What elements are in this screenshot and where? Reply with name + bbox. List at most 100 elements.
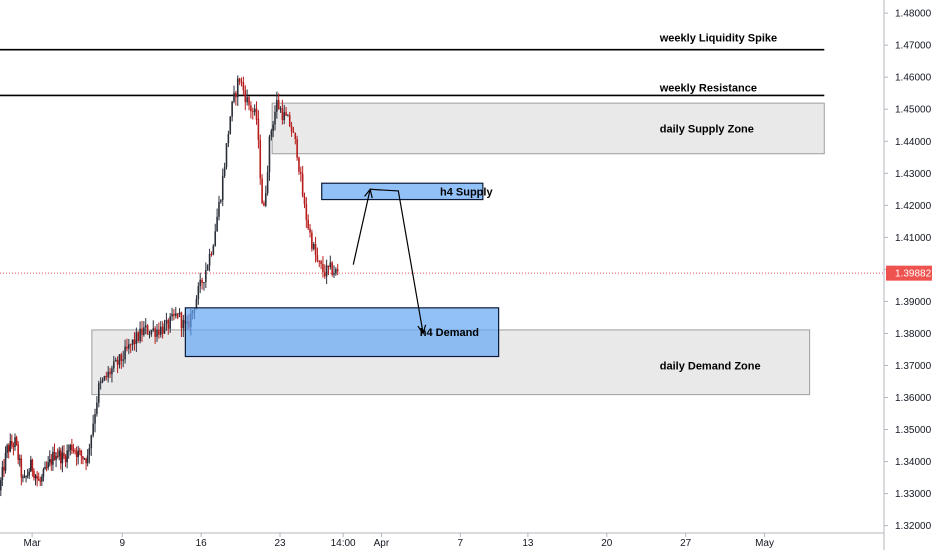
- candle-body: [148, 333, 151, 335]
- candle-body: [264, 192, 267, 206]
- time-tick-label: 7: [458, 538, 464, 549]
- candle-body: [229, 116, 232, 135]
- candle-body: [131, 339, 134, 345]
- candle-body: [118, 354, 121, 365]
- candle-body: [272, 124, 274, 131]
- candle-body: [77, 450, 79, 458]
- candle-body: [135, 332, 138, 344]
- candle-body: [248, 97, 250, 106]
- candle-body: [307, 219, 309, 229]
- candle-body: [78, 450, 81, 452]
- candle-body: [212, 245, 215, 255]
- candle-body: [225, 143, 228, 168]
- projection-arrowhead-down: [417, 324, 427, 335]
- candle-body: [251, 111, 254, 113]
- projection-arrow-path[interactable]: [352, 188, 424, 334]
- candle-body: [156, 329, 158, 337]
- candle-body: [53, 451, 56, 460]
- candle-body: [154, 328, 156, 337]
- current-price-label: 1.39882: [895, 269, 932, 280]
- time-axis[interactable]: Mar 9 16 23 14:00 Apr 7 13 20 27 May: [0, 532, 884, 549]
- candle-body: [6, 445, 8, 453]
- candle-body: [50, 459, 53, 465]
- time-tick-label: 16: [196, 538, 208, 549]
- zone-daily-supply-zone[interactable]: [271, 102, 825, 155]
- candle-body: [336, 269, 339, 272]
- candle-body: [52, 451, 54, 465]
- candle-body: [37, 478, 40, 481]
- candle-body: [88, 448, 91, 456]
- candle-body: [1, 466, 4, 480]
- candle-body: [152, 328, 155, 331]
- candle-body: [122, 359, 125, 361]
- label-weekly-liquidity-spike: weekly Liquidity Spike: [659, 33, 777, 45]
- candle-body: [333, 273, 335, 275]
- candle-body: [268, 136, 271, 173]
- candle-body: [180, 312, 183, 329]
- candle-body: [111, 368, 113, 375]
- candle-body: [312, 244, 315, 249]
- candle-body: [83, 458, 86, 460]
- candle-body: [15, 437, 18, 445]
- price-tick-label: 1.33000: [895, 489, 932, 500]
- projection-arrowhead-up: [364, 187, 373, 199]
- price-tick-label: 1.47000: [895, 41, 932, 52]
- candle-body: [150, 330, 153, 334]
- price-tick-label: 1.35000: [895, 425, 932, 436]
- labels-layer: weekly Liquidity Spike weekly Resistance d…: [420, 33, 777, 373]
- candle-body: [220, 200, 222, 202]
- candle-body: [329, 262, 332, 268]
- candle-body: [218, 201, 220, 217]
- candle-body: [171, 313, 173, 317]
- time-tick-label: 9: [119, 538, 125, 549]
- candle-body: [71, 444, 73, 451]
- candle-body: [47, 462, 49, 468]
- candle-body: [250, 105, 252, 112]
- candle-body: [323, 272, 326, 277]
- candle-body: [240, 81, 243, 83]
- time-tick-label: 13: [522, 538, 534, 549]
- candle-body: [320, 261, 322, 265]
- price-tick-label: 1.45000: [895, 105, 932, 116]
- candle-body: [0, 479, 2, 491]
- label-h4-demand: h4 Demand: [420, 327, 479, 339]
- candle-body: [266, 172, 269, 193]
- candle-body: [72, 450, 75, 452]
- candle-body: [174, 313, 177, 316]
- candle-body: [298, 157, 300, 172]
- candle-body: [301, 173, 304, 197]
- candle-body: [244, 90, 247, 103]
- zone-h4-demand[interactable]: [184, 307, 500, 358]
- candle-body: [223, 167, 226, 176]
- label-weekly-resistance: weekly Resistance: [659, 82, 757, 94]
- candle-body: [9, 441, 12, 452]
- candle-body: [314, 244, 317, 256]
- time-tick-label: Mar: [23, 538, 41, 549]
- price-tick-label: 1.34000: [895, 457, 932, 468]
- candle-body: [199, 279, 202, 287]
- label-daily-supply-zone: daily Supply Zone: [660, 123, 754, 135]
- candle-body: [107, 371, 109, 378]
- price-tick-label: 1.36000: [895, 393, 932, 404]
- price-tick-label: 1.39000: [895, 297, 932, 308]
- candle-body: [242, 82, 245, 91]
- candle-body: [3, 466, 5, 471]
- zone-h4-supply[interactable]: [321, 182, 484, 201]
- candle-body: [63, 452, 65, 457]
- candle-body: [257, 118, 260, 140]
- candle-body: [105, 376, 108, 378]
- candle-body: [270, 130, 273, 137]
- candle-body: [11, 441, 13, 446]
- candle-body: [169, 316, 171, 329]
- candle-body: [34, 475, 37, 479]
- candle-body: [92, 423, 94, 436]
- candle-body: [33, 470, 35, 479]
- candle-body: [67, 450, 70, 452]
- candle-body: [208, 253, 211, 266]
- candle-body: [214, 231, 217, 246]
- candles-layer: [0, 75, 339, 497]
- candle-body: [101, 379, 104, 382]
- price-tick-label: 1.42000: [895, 201, 932, 212]
- price-axis[interactable]: 1.32000 1.33000 1.34000 1.35000 1.36000 1.370…: [883, 0, 932, 550]
